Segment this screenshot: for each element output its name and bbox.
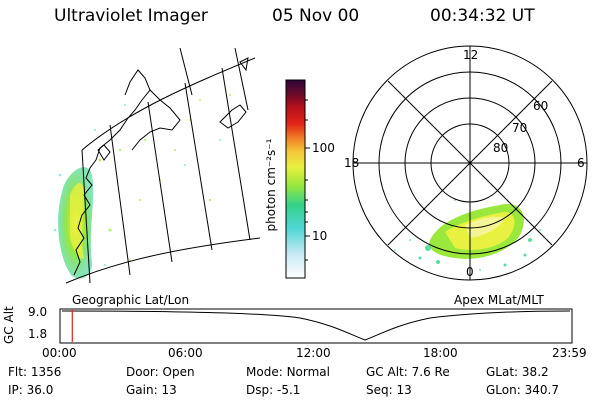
speckle-noise <box>98 94 231 261</box>
status-glat: GLat: 38.2 <box>486 365 549 379</box>
status-gain: Gain: 13 <box>126 383 177 397</box>
status-flt: Flt: 1356 <box>8 365 62 379</box>
timeline-xtick-4: 23:59 <box>552 346 587 360</box>
colorbar-tick-100: 100 <box>312 141 335 155</box>
timeline-xtick-2: 12:00 <box>296 346 331 360</box>
time-label: 00:34:32 UT <box>430 6 535 26</box>
timeline-xtick-1: 06:00 <box>168 346 203 360</box>
timeline-xtick-3: 18:00 <box>423 346 458 360</box>
altitude-curve <box>61 310 571 341</box>
timeline-ytick-low: 1.8 <box>28 327 48 341</box>
date-label: 05 Nov 00 <box>272 6 360 26</box>
colorbar-ticks <box>305 99 310 261</box>
instrument-title: Ultraviolet Imager <box>54 6 208 26</box>
timeline-axis-label: GC Alt <box>2 306 16 344</box>
status-mode: Mode: Normal <box>246 365 330 379</box>
colorbar-unit-label: photon cm⁻²s⁻¹ <box>264 138 278 232</box>
colorbar <box>285 79 306 279</box>
colorbar-tick-10: 10 <box>312 229 328 243</box>
geographic-caption: Geographic Lat/Lon <box>72 293 190 307</box>
timeline-xtick-0: 00:00 <box>42 346 77 360</box>
geo-grid <box>65 47 260 284</box>
status-seq: Seq: 13 <box>366 383 412 397</box>
status-dsp: Dsp: -5.1 <box>246 383 301 397</box>
mlt-label-6: 6 <box>577 156 585 170</box>
mlt-label-0: 0 <box>466 265 474 279</box>
timeline-plot <box>59 308 573 344</box>
mlat-label-70: 70 <box>512 121 528 135</box>
mlat-label-80: 80 <box>493 141 509 155</box>
timeline-ytick-high: 9.0 <box>28 305 48 319</box>
status-door: Door: Open <box>126 365 195 379</box>
polar-plot <box>352 45 588 281</box>
mlt-label-12: 12 <box>463 48 479 62</box>
coastlines <box>73 57 249 276</box>
mlt-label-18: 18 <box>344 156 360 170</box>
mlat-label-60: 60 <box>533 99 549 113</box>
status-ip: IP: 36.0 <box>8 383 54 397</box>
status-gc-alt: GC Alt: 7.6 Re <box>366 365 450 379</box>
geographic-map <box>53 47 260 284</box>
status-glon: GLon: 340.7 <box>486 383 559 397</box>
apex-caption: Apex MLat/MLT <box>454 293 544 307</box>
